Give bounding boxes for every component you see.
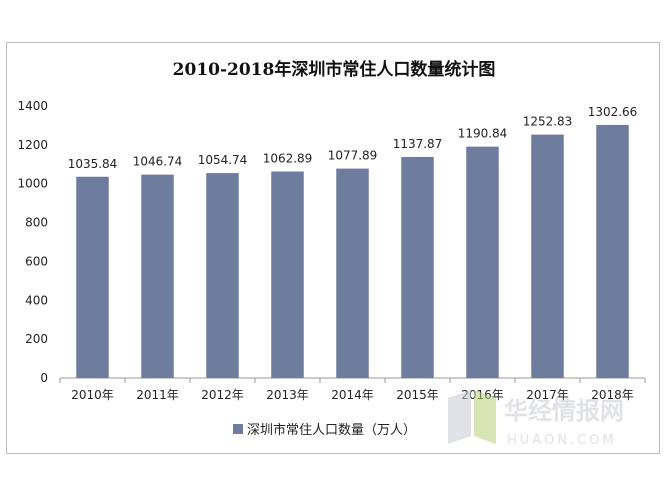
y-tick-label: 1200 [17,138,48,152]
bar [466,146,499,378]
y-tick-label: 600 [25,254,48,268]
x-tick-label: 2014年 [331,388,374,402]
watermark-mark-left [448,390,471,444]
bar [401,156,434,378]
bar [76,176,109,378]
data-labels: 1035.84 1046.74 1054.74 1062.89 1077.89 1137.… [68,105,638,171]
bars [76,124,629,378]
data-label: 1252.83 [523,115,573,129]
y-tick-label: 0 [40,371,48,385]
x-tick-label: 2017年 [526,388,569,402]
watermark-cn: 华经情报网 [504,396,624,425]
data-label: 1054.74 [198,153,248,167]
legend-label: 深圳市常住人口数量（万人） [247,422,416,438]
bar [531,134,564,378]
data-label: 1035.84 [68,157,118,171]
x-tick-label: 2012年 [201,388,244,402]
y-tick-label: 1000 [17,177,48,191]
x-tick-label: 2015年 [396,388,439,402]
y-tick-label: 800 [25,216,48,230]
data-label: 1046.74 [133,155,183,169]
data-label: 1190.84 [458,127,508,141]
y-tick-label: 400 [25,293,48,307]
bar [206,173,239,378]
x-tick-label: 2013年 [266,388,309,402]
chart-title: 2010-2018年深圳市常住人口数量统计图 [173,59,496,80]
x-tick-label: 2018年 [591,388,634,402]
watermark-mark-right [474,390,496,444]
data-label: 1062.89 [263,151,313,165]
data-label: 1302.66 [588,105,638,119]
bar [141,174,174,378]
x-tick-label: 2011年 [136,388,179,402]
data-label: 1137.87 [393,137,443,151]
y-tick-label: 200 [25,332,48,346]
watermark-logo: 华经情报网 HUAON.COM [448,390,624,448]
bar [336,168,369,378]
watermark-en: HUAON.COM [507,433,617,448]
bar [596,124,629,378]
data-label: 1077.89 [328,149,378,163]
y-axis: 0 200 400 600 800 1000 1200 1400 [17,99,48,385]
legend-swatch [233,424,243,434]
legend: 深圳市常住人口数量（万人） [233,422,416,438]
y-tick-label: 1400 [17,99,48,113]
x-tick-label: 2010年 [71,388,114,402]
bar [271,171,304,378]
